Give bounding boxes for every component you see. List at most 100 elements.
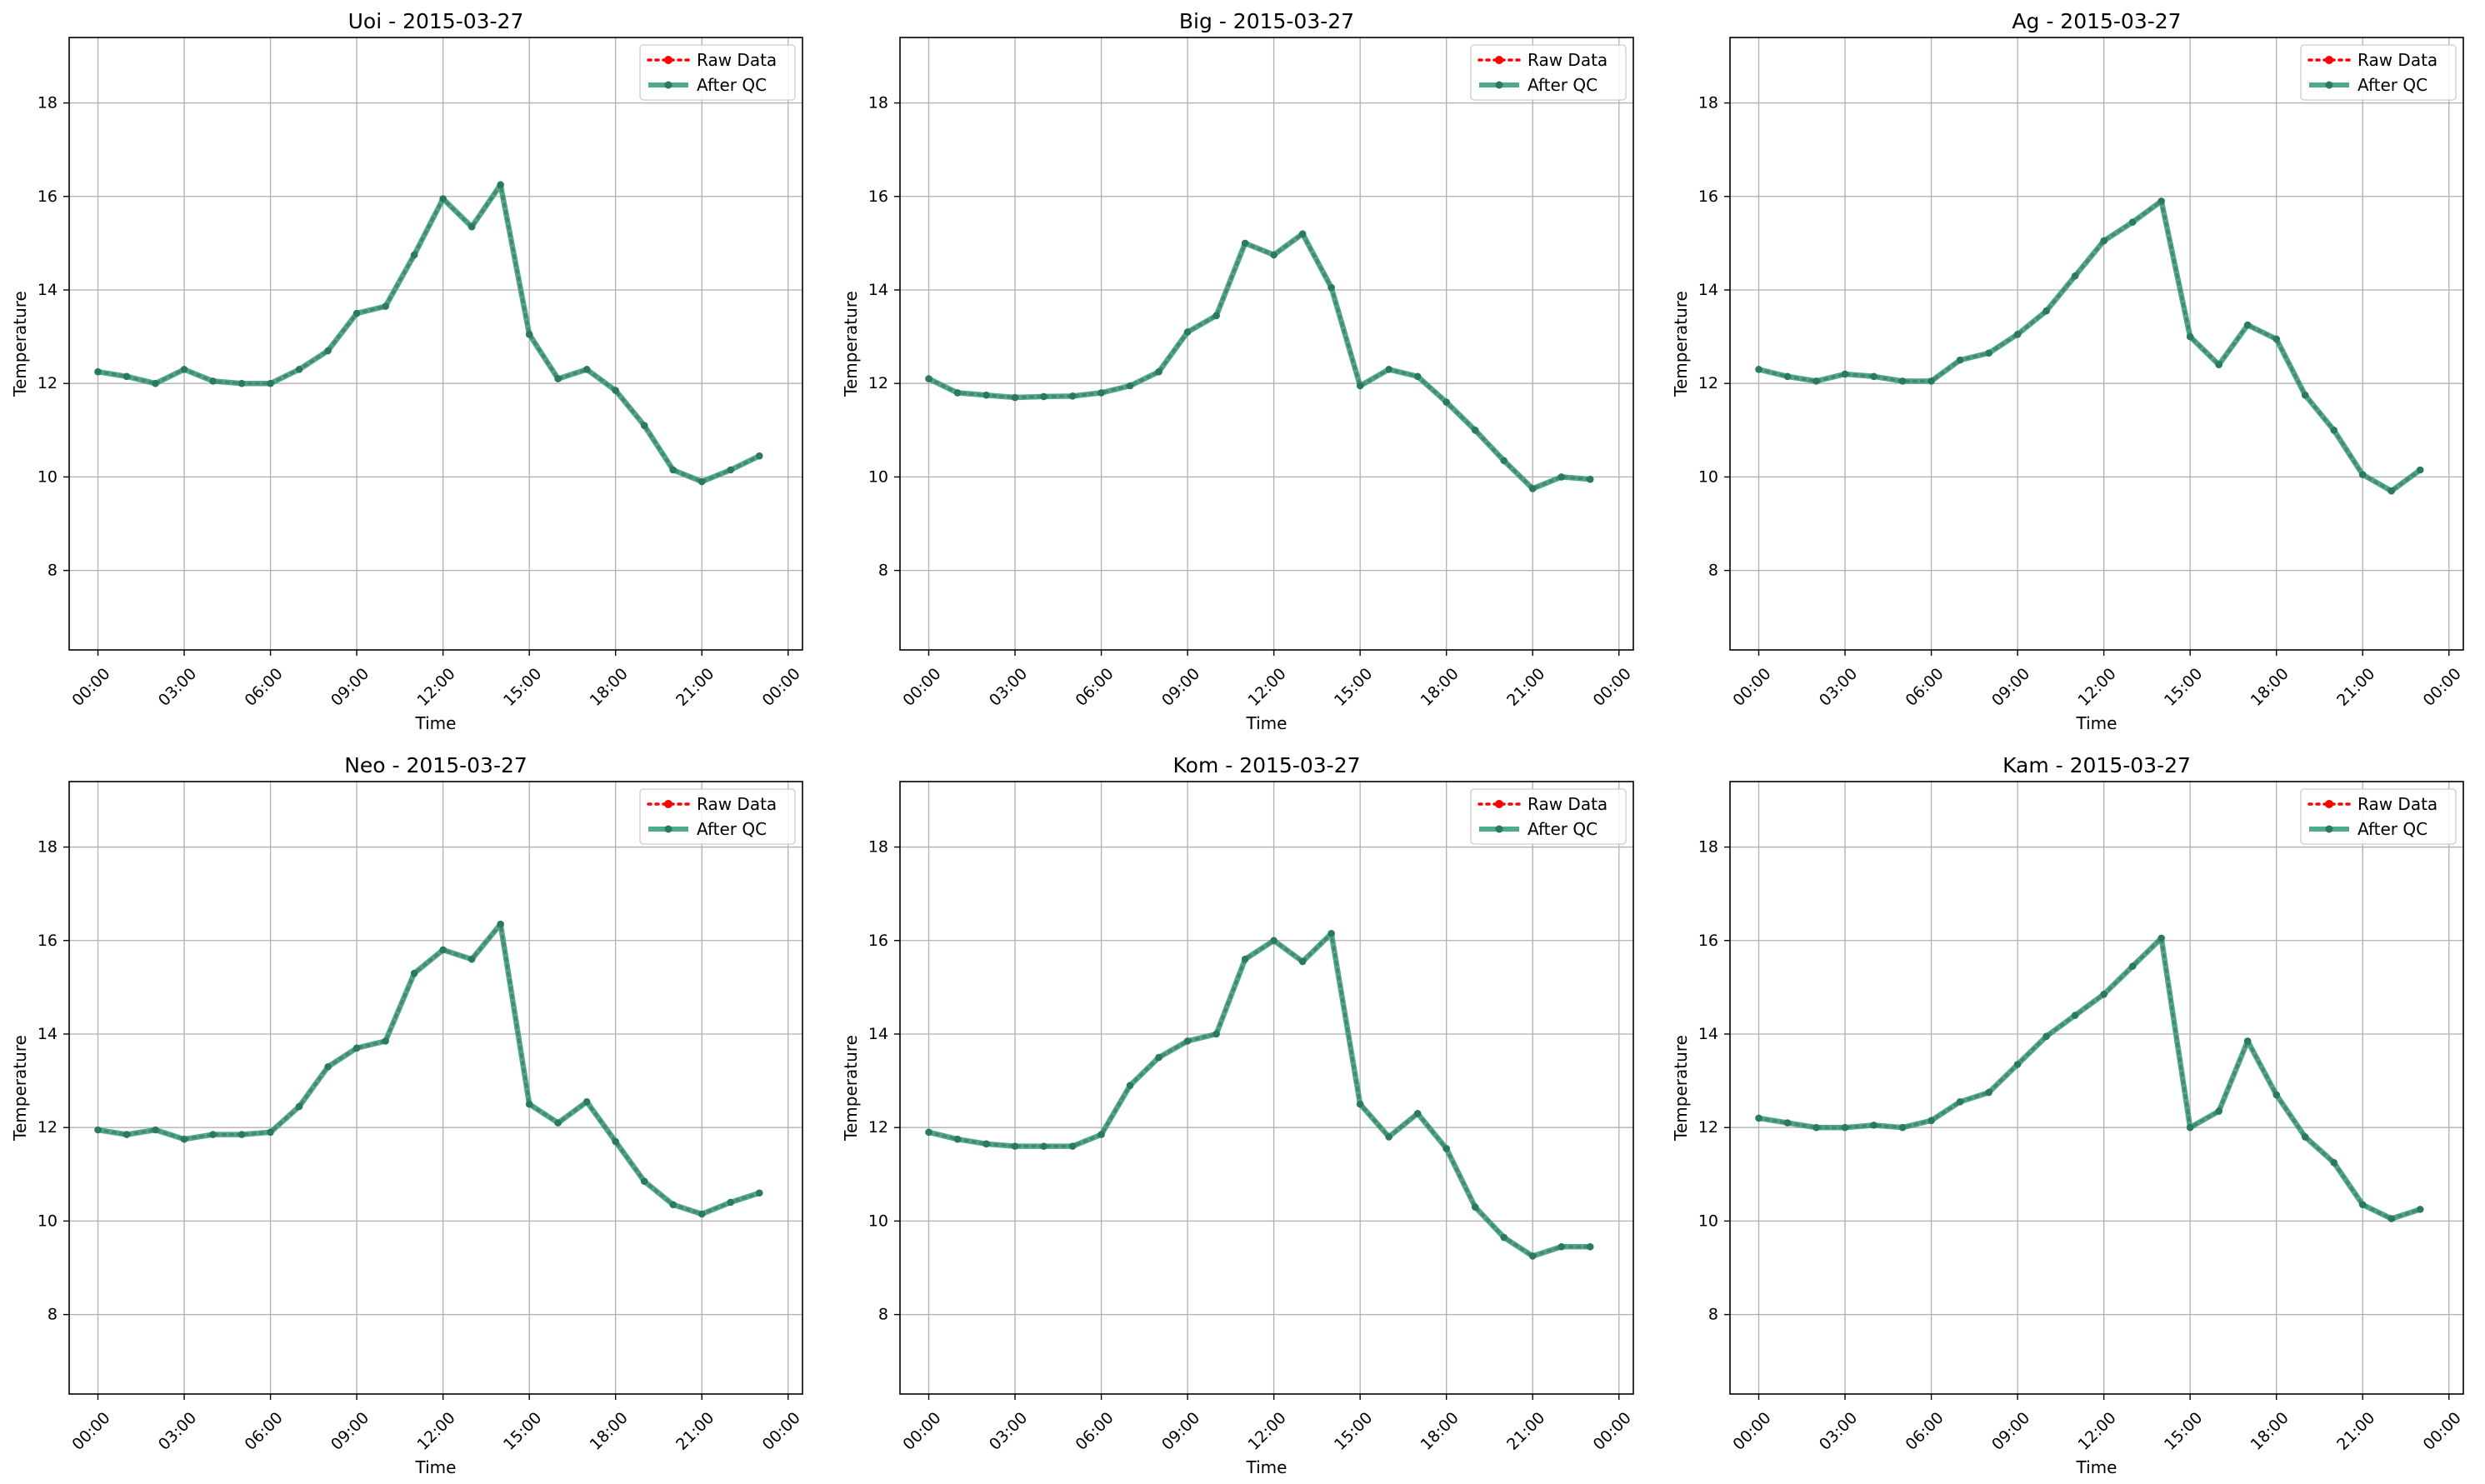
x-tick-label: 15:00 <box>1331 665 1376 710</box>
y-tick-label: 12 <box>38 1118 58 1137</box>
x-tick-label: 18:00 <box>1418 1409 1462 1454</box>
after-qc-point <box>1442 1145 1450 1152</box>
legend-qc-label: After QC <box>2358 819 2428 839</box>
after-qc-point <box>2416 1206 2424 1213</box>
y-axis-label: Temperature <box>10 291 30 397</box>
after-qc-point <box>1298 957 1307 966</box>
after-qc-point <box>1471 426 1479 434</box>
after-qc-point <box>1241 955 1249 963</box>
after-qc-point <box>554 375 562 382</box>
y-tick-label: 18 <box>1698 838 1718 857</box>
after-qc-point <box>2301 1133 2309 1141</box>
y-tick-label: 8 <box>1708 562 1718 580</box>
after-qc-point <box>1040 1142 1048 1150</box>
after-qc-point <box>2042 1032 2050 1041</box>
after-qc-point <box>1155 1053 1162 1062</box>
after-qc-point <box>982 391 990 399</box>
after-qc-point <box>1586 475 1594 483</box>
after-qc-point <box>410 969 418 977</box>
legend: Raw Data After QC <box>2300 44 2457 101</box>
after-qc-point <box>1928 1117 1935 1125</box>
chart-panel-4: 00:00 03:00 06:00 09:00 12:00 15:00 18:00 21:00… <box>10 753 804 1477</box>
after-qc-point <box>324 1062 332 1071</box>
after-qc-point <box>1841 370 1849 378</box>
after-qc-point <box>1126 1082 1134 1089</box>
y-tick-label: 14 <box>1698 1025 1718 1043</box>
x-axis-label: Time <box>2076 1457 2118 1477</box>
chart-panel-1: 00:00 03:00 06:00 09:00 12:00 15:00 18:00 21:00… <box>10 9 804 733</box>
after-qc-point <box>94 367 102 376</box>
after-qc-point <box>1841 1123 1849 1132</box>
after-qc-point <box>1011 1142 1019 1150</box>
after-qc-point <box>2301 391 2309 399</box>
after-qc-point <box>1870 1122 1878 1129</box>
after-qc-point <box>2158 197 2165 205</box>
x-tick-label: 21:00 <box>2333 665 2378 710</box>
after-qc-point <box>525 330 533 338</box>
chart-title: Neo - 2015-03-27 <box>344 753 528 777</box>
after-qc-point <box>554 1119 562 1127</box>
after-qc-point <box>439 946 447 954</box>
x-tick-label: 12:00 <box>1244 1409 1289 1454</box>
after-qc-point <box>1126 382 1134 390</box>
x-tick-label: 15:00 <box>2161 1409 2206 1454</box>
legend-raw-label: Raw Data <box>1528 50 1608 70</box>
after-qc-point <box>180 1135 188 1143</box>
y-tick-label: 16 <box>38 187 58 206</box>
y-tick-label: 12 <box>1698 374 1718 392</box>
after-qc-point <box>612 387 619 394</box>
after-qc-point <box>1155 367 1162 376</box>
after-qc-point <box>1241 239 1249 247</box>
y-tick-label: 10 <box>868 467 888 486</box>
y-tick-label: 16 <box>1698 932 1718 950</box>
y-tick-label: 8 <box>878 562 888 580</box>
x-tick-label: 09:00 <box>1158 665 1203 710</box>
axes-frame <box>68 37 803 651</box>
after-qc-point <box>612 1137 619 1146</box>
x-tick-label: 06:00 <box>1072 665 1117 710</box>
after-qc-point <box>953 1135 962 1143</box>
legend-qc-marker <box>2325 81 2333 89</box>
after-qc-point <box>1755 366 1762 373</box>
legend: Raw Data After QC <box>2300 788 2457 845</box>
y-tick-label: 10 <box>868 1212 888 1230</box>
after-qc-point <box>497 181 504 189</box>
y-axis-label: Temperature <box>10 1035 30 1142</box>
legend-raw-marker <box>1495 800 1503 808</box>
y-axis-label: Temperature <box>1671 1035 1691 1142</box>
x-axis-label: Time <box>1246 1457 1288 1477</box>
axes-frame <box>68 781 803 1395</box>
y-tick-label: 10 <box>1698 1212 1718 1230</box>
after-qc-point <box>1098 1131 1105 1138</box>
chart-title: Kam - 2015-03-27 <box>2002 753 2191 777</box>
after-qc-point <box>1183 1037 1192 1045</box>
y-tick-label: 18 <box>868 838 888 857</box>
x-tick-label: 03:00 <box>986 1409 1031 1454</box>
x-tick-label: 12:00 <box>2074 1409 2119 1454</box>
chart-panel-6: 00:00 03:00 06:00 09:00 12:00 15:00 18:00 21:00… <box>1671 753 2465 1477</box>
after-qc-point <box>2416 466 2424 474</box>
after-qc-point <box>1528 485 1537 492</box>
x-tick-label: 03:00 <box>1816 1409 1861 1454</box>
y-axis-label: Temperature <box>841 1035 861 1142</box>
legend: Raw Data After QC <box>1470 44 1627 101</box>
after-qc-point <box>2071 1012 2079 1019</box>
legend-raw-label: Raw Data <box>697 794 777 814</box>
legend-qc-marker <box>664 81 672 89</box>
after-qc-point <box>2100 990 2108 998</box>
x-tick-label: 15:00 <box>500 1409 545 1454</box>
x-tick-label: 00:00 <box>1590 665 1635 710</box>
after-qc-point <box>2013 330 2022 338</box>
legend-raw-label: Raw Data <box>1528 794 1608 814</box>
legend-raw-label: Raw Data <box>697 50 777 70</box>
after-qc-point <box>352 1044 361 1052</box>
after-qc-point <box>122 1131 131 1138</box>
legend-raw-marker <box>2325 800 2333 808</box>
chart-panel-3: 00:00 03:00 06:00 09:00 12:00 15:00 18:00 21:00… <box>1671 9 2465 733</box>
x-tick-label: 06:00 <box>1072 1409 1117 1454</box>
x-tick-label: 00:00 <box>1729 665 1774 710</box>
x-tick-label: 06:00 <box>1902 1409 1947 1454</box>
after-qc-point <box>2272 335 2280 343</box>
chart-panel-5: 00:00 03:00 06:00 09:00 12:00 15:00 18:00 21:00… <box>841 753 1635 1477</box>
after-qc-point <box>468 222 476 231</box>
